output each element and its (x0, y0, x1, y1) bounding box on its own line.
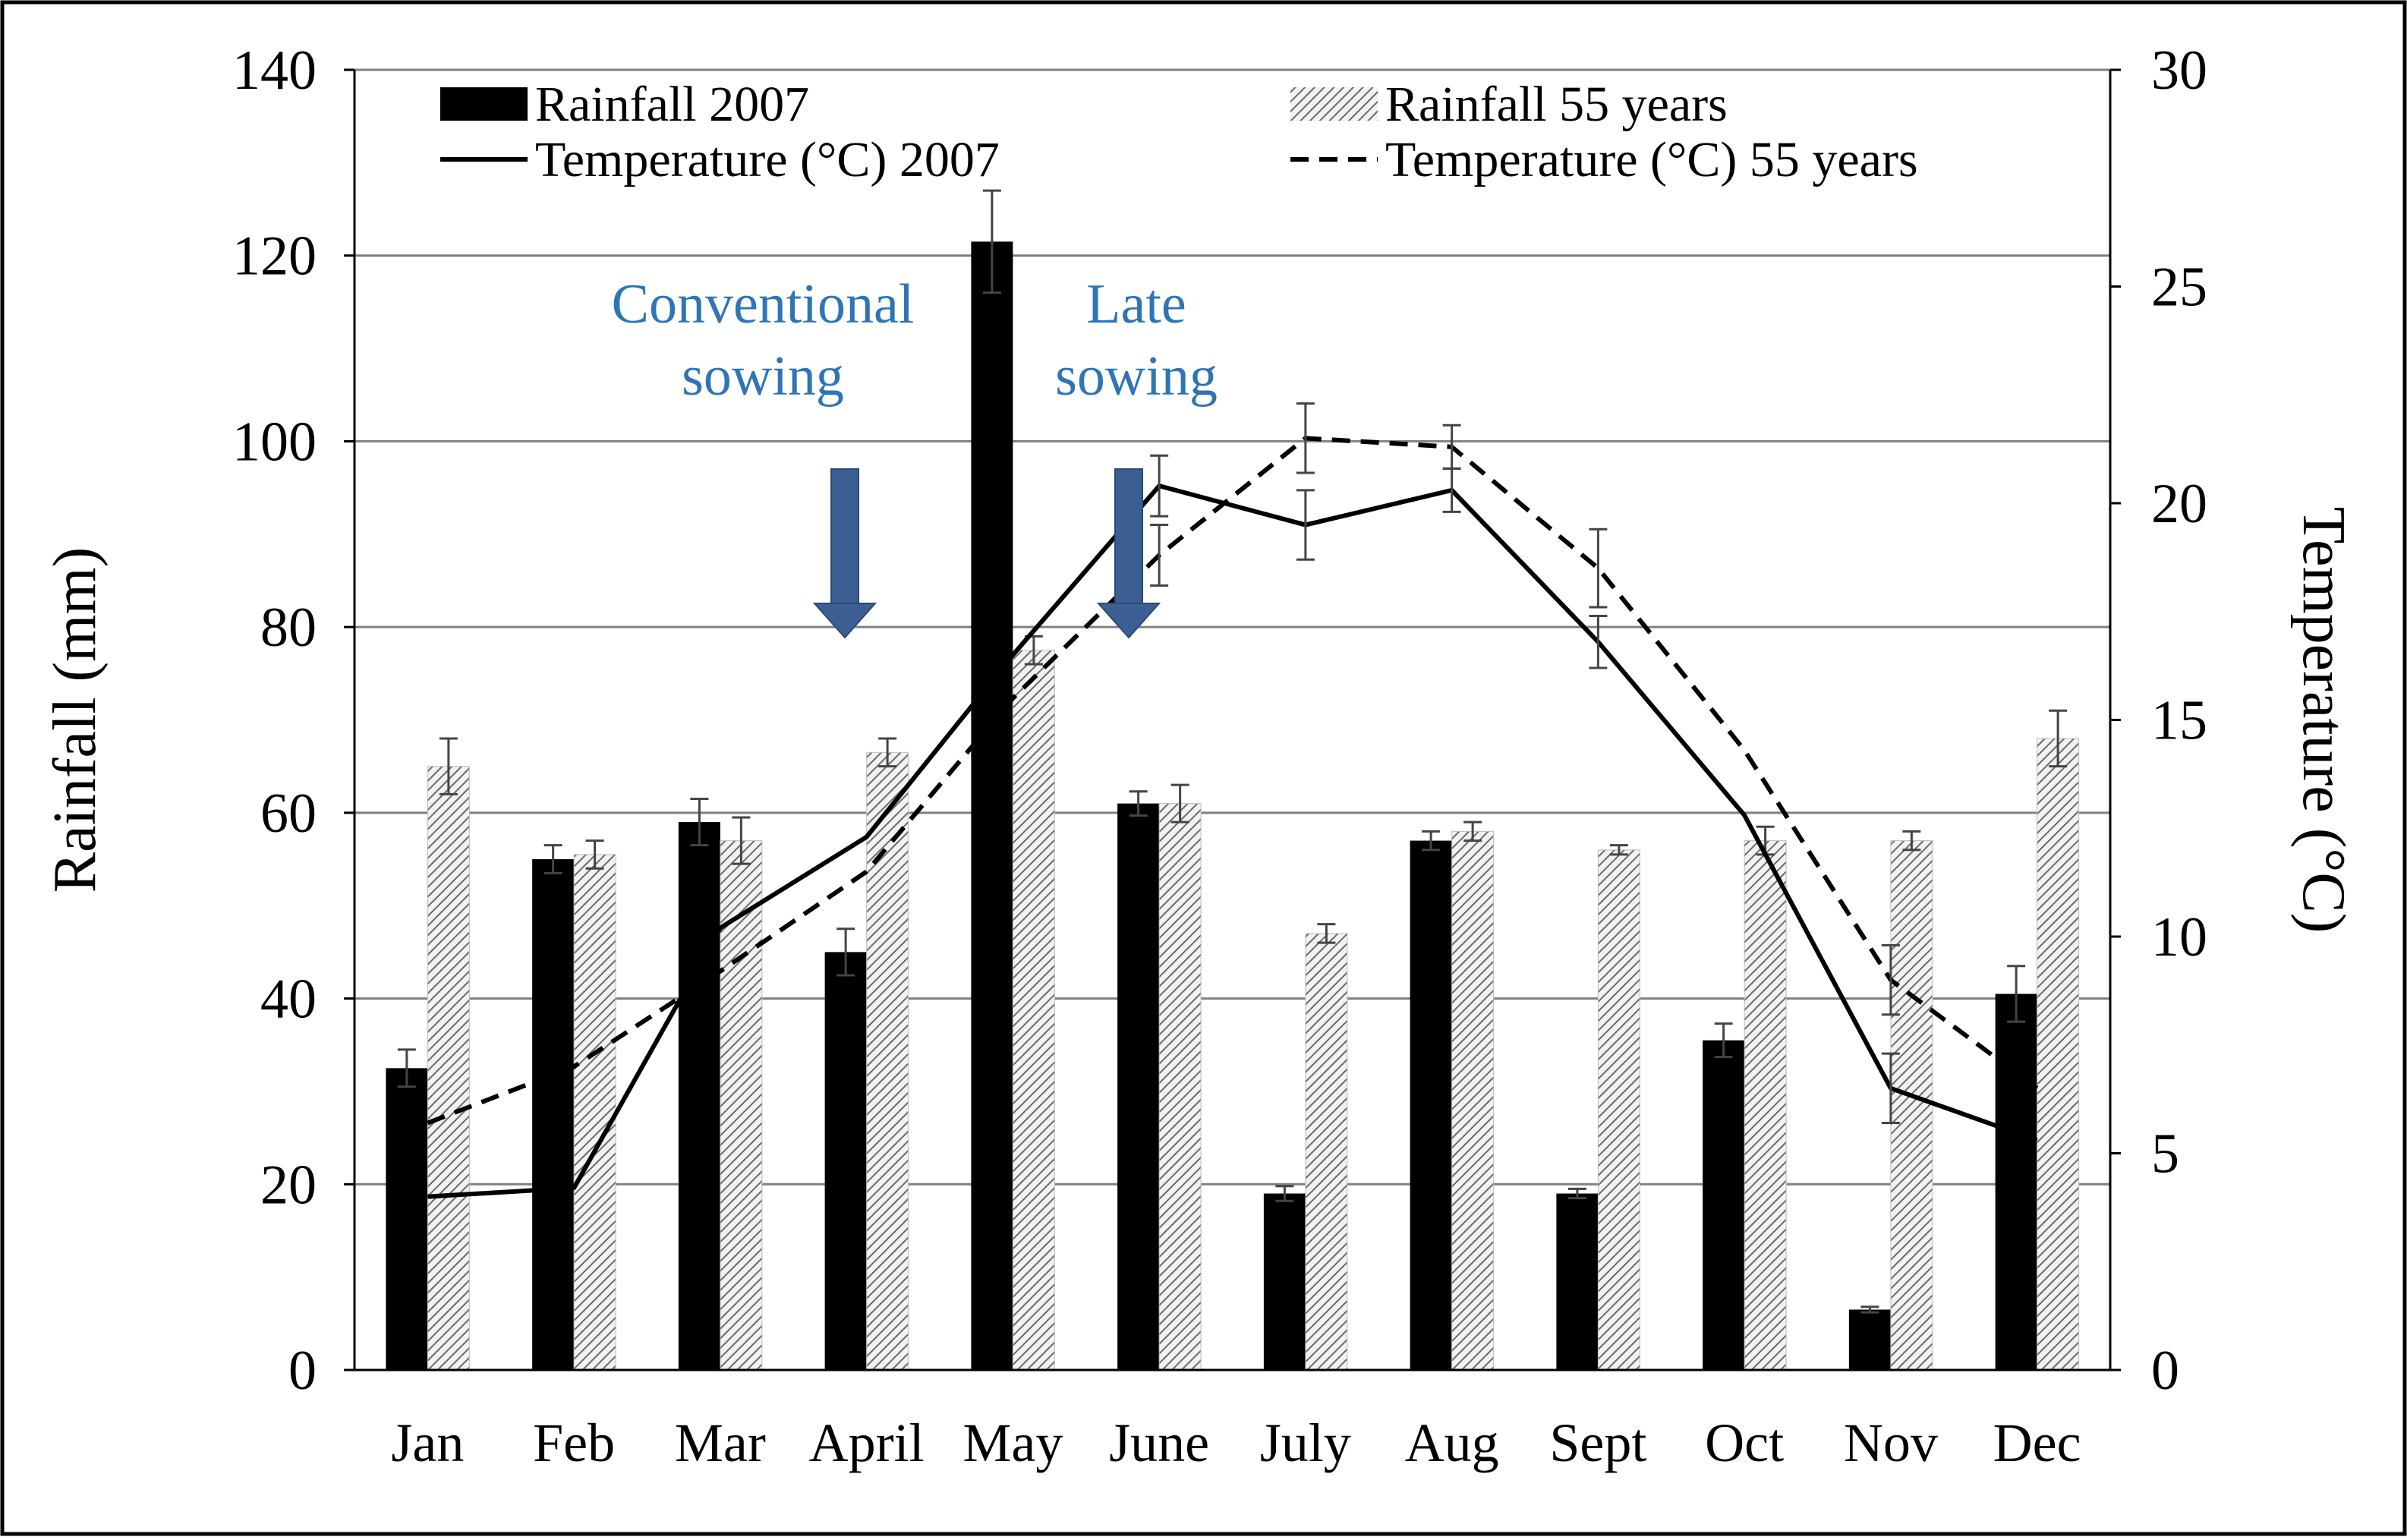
x-tick-label: Dec (1993, 1412, 2081, 1473)
bar-rainfall-55-years (1744, 840, 1787, 1371)
bar-rainfall-55-years (1890, 840, 1933, 1371)
bar-rainfall-2007 (1117, 803, 1160, 1370)
legend-label: Temperature (°C) 2007 (535, 132, 1000, 187)
legend-swatch-rainfall-55-years (1290, 87, 1378, 121)
y-tick-label-right: 0 (2151, 1340, 2179, 1402)
bar-rainfall-2007 (1995, 994, 2037, 1370)
x-tick-label: June (1109, 1412, 1209, 1473)
y-axis-title-left: Rainfall (mm) (42, 547, 109, 893)
x-tick-label: Feb (533, 1412, 615, 1473)
sowing-arrow-icon (812, 468, 877, 639)
x-tick-label: Oct (1705, 1412, 1784, 1473)
y-tick-label-left: 0 (288, 1340, 317, 1402)
bar-rainfall-55-years (2037, 738, 2080, 1371)
x-tick-label: Mar (675, 1412, 766, 1473)
annotation-text: Late (1086, 273, 1186, 335)
arrow-head (812, 603, 877, 639)
axes: 0 20 40 60 80 100 120 140 0 5 10 15 20 25 30 Rainfall (… (42, 39, 2357, 1473)
bar-rainfall-2007 (1263, 1193, 1306, 1370)
bar-rainfall-55-years (573, 854, 616, 1371)
x-tick-label: Jan (391, 1412, 464, 1473)
legend-label: Rainfall 2007 (535, 77, 809, 132)
gridlines (354, 68, 2110, 1186)
bar-rainfall-2007 (1556, 1193, 1599, 1370)
bar-rainfall-55-years (427, 766, 470, 1371)
y-tick-label-left: 40 (260, 968, 317, 1031)
x-tick-label: Sept (1549, 1412, 1646, 1473)
y-tick-label-right: 20 (2151, 473, 2207, 535)
bar-rainfall-2007 (532, 859, 575, 1370)
arrow-head (1096, 603, 1161, 639)
x-tick-label: May (962, 1412, 1063, 1473)
legend-swatch-rainfall-2007 (440, 87, 528, 121)
bar-rainfall-2007 (824, 952, 867, 1370)
bar-rainfall-55-years (866, 751, 909, 1371)
x-tick-label: April (809, 1412, 925, 1473)
annotation-text: sowing (682, 345, 844, 408)
bar-rainfall-55-years (1451, 830, 1495, 1371)
y-axis-title-right: Temperature (°C) (2290, 507, 2357, 934)
bar-rainfall-2007 (1703, 1040, 1745, 1370)
line-temperature-55-years (427, 436, 2039, 1126)
y-tick-label-right: 30 (2151, 39, 2207, 102)
y-tick-label-right: 5 (2151, 1123, 2179, 1186)
bar-rainfall-55-years (1305, 933, 1348, 1371)
line-temperature-2007 (427, 483, 2038, 1199)
x-tick-label: July (1260, 1412, 1351, 1473)
sowing-annotations: Conventional sowing Late sowing (612, 273, 1218, 639)
y-tick-label-left: 20 (260, 1154, 317, 1216)
y-tick-label-left: 100 (232, 411, 317, 473)
bar-rainfall-2007 (971, 241, 1013, 1370)
y-tick-label-left: 120 (232, 225, 317, 288)
bar-rainfall-2007 (1848, 1309, 1891, 1370)
bar-rainfall-55-years (1597, 849, 1640, 1371)
x-tick-label: Nov (1844, 1412, 1938, 1473)
y-tick-label-left: 60 (260, 783, 317, 845)
bar-rainfall-2007 (678, 822, 720, 1370)
arrow-shaft (830, 468, 859, 606)
y-tick-label-left: 80 (260, 597, 317, 659)
legend-label: Temperature (°C) 55 years (1385, 132, 1918, 187)
sowing-arrow-icon (1096, 468, 1161, 639)
y-tick-label-right: 15 (2151, 690, 2207, 752)
temperature-lines (427, 402, 2039, 1199)
y-tick-label-right: 10 (2151, 906, 2207, 968)
arrow-shaft (1114, 468, 1143, 606)
y-tick-label-right: 25 (2151, 257, 2207, 319)
bar-rainfall-55-years (1012, 650, 1055, 1371)
annotation-text: sowing (1055, 345, 1218, 408)
y-tick-label-left: 140 (232, 39, 317, 102)
bar-rainfall-2007 (386, 1068, 428, 1370)
bar-rainfall-2007 (1410, 840, 1452, 1370)
x-tick-label: Aug (1405, 1412, 1499, 1473)
legend: Rainfall 2007 Rainfall 55 yearsTemperatur… (440, 77, 1918, 187)
bar-rainfall-55-years (1158, 803, 1202, 1371)
annotation-text: Conventional (612, 273, 915, 335)
bar-rainfall-55-years (720, 840, 763, 1371)
error-bars (397, 189, 2068, 1314)
legend-label: Rainfall 55 years (1385, 77, 1728, 132)
bars (386, 241, 2080, 1371)
